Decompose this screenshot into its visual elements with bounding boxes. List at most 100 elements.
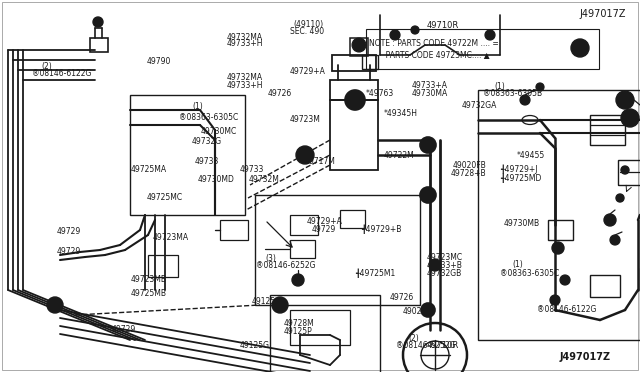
Bar — [478, 90, 640, 340]
Text: ®08146-6122G: ®08146-6122G — [32, 70, 92, 78]
Text: ╉49725MD: ╉49725MD — [500, 173, 541, 183]
Text: SEC. 490: SEC. 490 — [290, 28, 324, 36]
Text: 49125P: 49125P — [284, 327, 313, 337]
Text: *49763: *49763 — [366, 90, 394, 99]
Text: (2): (2) — [41, 61, 52, 71]
Text: 49729: 49729 — [57, 247, 81, 257]
Bar — [290, 215, 318, 235]
Text: 49733+B: 49733+B — [427, 260, 463, 269]
Text: 49725MC: 49725MC — [147, 192, 183, 202]
Circle shape — [47, 297, 63, 313]
Circle shape — [352, 38, 366, 52]
Bar — [90, 38, 108, 52]
Text: B: B — [628, 115, 632, 121]
Text: 49125G: 49125G — [240, 340, 270, 350]
Bar — [148, 255, 178, 277]
Bar — [270, 295, 380, 372]
Text: (1): (1) — [494, 81, 505, 90]
Text: ╉49725M1: ╉49725M1 — [355, 268, 396, 278]
Circle shape — [420, 137, 436, 153]
Text: ®08363-6305C: ®08363-6305C — [500, 269, 559, 278]
Text: ®08363-6305C: ®08363-6305C — [179, 112, 238, 122]
Text: 49723MB: 49723MB — [131, 276, 167, 285]
Text: 49723MA: 49723MA — [153, 234, 189, 243]
Text: 49722M: 49722M — [384, 151, 415, 160]
Circle shape — [272, 297, 288, 313]
Bar — [548, 220, 573, 240]
Circle shape — [429, 259, 441, 271]
Text: 49733: 49733 — [195, 157, 220, 166]
Text: ®08146-6252G: ®08146-6252G — [256, 260, 316, 269]
Text: 49732M: 49732M — [249, 176, 280, 185]
Bar — [332, 55, 376, 71]
Text: 49732MA: 49732MA — [227, 74, 263, 83]
Text: 49732GA: 49732GA — [462, 100, 497, 109]
Text: 49729+A: 49729+A — [290, 67, 326, 77]
Bar — [290, 310, 350, 345]
Text: 49726: 49726 — [268, 90, 292, 99]
Bar — [618, 160, 640, 185]
Circle shape — [621, 166, 629, 174]
Text: (49110): (49110) — [293, 20, 323, 29]
Text: ®08146-6252G: ®08146-6252G — [396, 340, 456, 350]
Text: ╉49729+B: ╉49729+B — [361, 224, 401, 234]
Bar — [330, 100, 378, 170]
Text: ╉49729+J: ╉49729+J — [500, 164, 538, 174]
Circle shape — [420, 187, 436, 203]
Bar — [255, 195, 420, 305]
Bar — [330, 80, 378, 100]
Circle shape — [604, 214, 616, 226]
Text: (1): (1) — [549, 298, 560, 308]
Text: 49729: 49729 — [312, 225, 336, 234]
Circle shape — [616, 91, 634, 109]
Circle shape — [560, 275, 570, 285]
Circle shape — [621, 109, 639, 127]
Text: 49020A: 49020A — [403, 308, 433, 317]
Circle shape — [610, 235, 620, 245]
Text: (2): (2) — [408, 334, 419, 343]
Circle shape — [292, 274, 304, 286]
Circle shape — [550, 295, 560, 305]
Text: 49733+H: 49733+H — [227, 80, 264, 90]
Text: 49725MB: 49725MB — [131, 289, 167, 298]
Text: NOTE : PARTS CODE 49722M .... =
       PARTS CODE 49723MC.... ▲: NOTE : PARTS CODE 49722M .... = PARTS CO… — [369, 39, 499, 59]
Bar — [340, 210, 365, 228]
Text: 49725MA: 49725MA — [131, 164, 167, 173]
Text: ®08363-6305B: ®08363-6305B — [483, 90, 542, 99]
Text: 49717M: 49717M — [305, 157, 336, 166]
Text: 49730MD: 49730MD — [198, 176, 235, 185]
Text: J497017Z: J497017Z — [579, 9, 625, 19]
Text: 49732GB: 49732GB — [427, 269, 462, 278]
Text: 49728M: 49728M — [284, 318, 315, 327]
Circle shape — [296, 146, 314, 164]
Text: 49728+B: 49728+B — [451, 169, 486, 177]
Text: 49125: 49125 — [252, 296, 276, 305]
Circle shape — [552, 242, 564, 254]
Text: (1): (1) — [512, 260, 523, 269]
Circle shape — [536, 83, 544, 91]
Text: 49020FB: 49020FB — [453, 160, 487, 170]
Text: 49729: 49729 — [57, 228, 81, 237]
Text: 49732G: 49732G — [192, 137, 222, 145]
Text: (1): (1) — [192, 103, 203, 112]
Bar — [362, 55, 378, 69]
Text: *49455: *49455 — [517, 151, 545, 160]
Circle shape — [571, 39, 589, 57]
Circle shape — [485, 30, 495, 40]
Text: B: B — [623, 97, 627, 103]
Text: B: B — [578, 45, 582, 51]
Text: 49710R: 49710R — [427, 340, 460, 350]
Text: 49710R: 49710R — [427, 22, 460, 31]
Circle shape — [390, 30, 400, 40]
Circle shape — [616, 194, 624, 202]
Text: ®08146-6122G: ®08146-6122G — [537, 305, 596, 314]
Circle shape — [411, 26, 419, 34]
Bar — [366, 29, 599, 69]
Text: J497017Z: J497017Z — [560, 352, 611, 362]
Text: S: S — [278, 302, 282, 308]
Text: 49723MC: 49723MC — [427, 253, 463, 263]
Text: B: B — [52, 302, 58, 308]
Text: 49729: 49729 — [112, 324, 136, 334]
Circle shape — [345, 90, 365, 110]
Circle shape — [520, 95, 530, 105]
